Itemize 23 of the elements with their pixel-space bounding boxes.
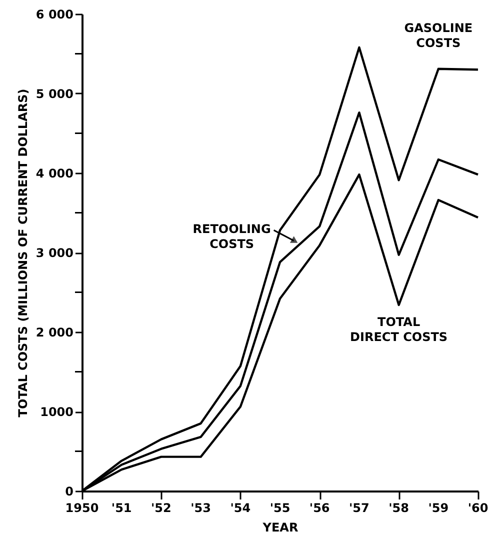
series-label: GASOLINE COSTS	[404, 20, 473, 50]
y-tick-label: 1000	[40, 405, 74, 419]
legend-label: RETOOLING COSTS	[192, 222, 271, 252]
y-tick-label: 2 000	[36, 326, 74, 340]
y-tick-label: 5 000	[36, 87, 74, 101]
y-axis-title: TOTAL COSTS (MILLIONS OF CURRENT DOLLARS)	[16, 88, 30, 418]
x-tick-label: 1950	[65, 501, 99, 515]
x-axis-title: YEAR	[262, 520, 298, 534]
x-tick-label: '58	[388, 501, 409, 515]
x-tick-label: '59	[428, 501, 449, 515]
x-tick-label: '54	[230, 501, 251, 515]
x-tick-label: '57	[349, 501, 370, 515]
x-tick-label: '53	[190, 501, 211, 515]
text: TOTAL DIRECT COSTS	[350, 314, 448, 344]
x-tick-label: '52	[151, 501, 172, 515]
x-tick-label: '55	[270, 501, 290, 515]
y-tick-label: 6 000	[36, 8, 74, 22]
x-tick-label: '56	[309, 501, 330, 515]
x-tick-label: '60	[468, 501, 488, 515]
x-tick-label: '51	[111, 501, 132, 515]
y-tick-label: 0	[65, 484, 74, 498]
y-tick-label: 4 000	[36, 166, 74, 180]
y-tick-label: 3 000	[36, 246, 74, 260]
